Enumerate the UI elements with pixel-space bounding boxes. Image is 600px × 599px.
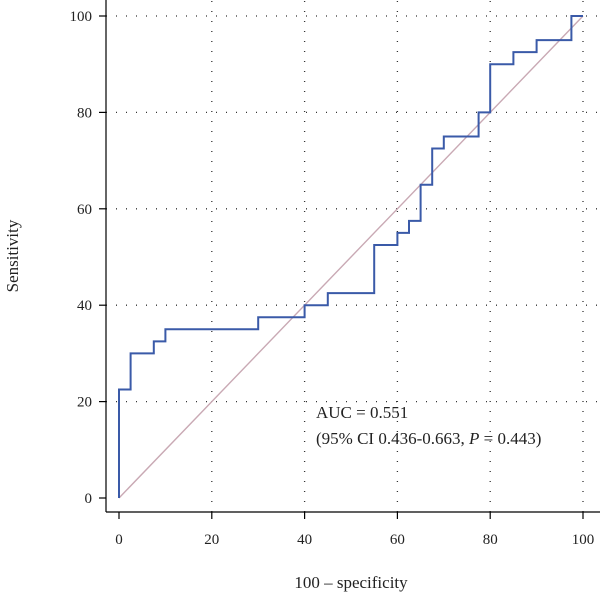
axes	[105, 0, 600, 513]
p-symbol: P	[468, 429, 479, 448]
y-tick-label: 80	[77, 105, 92, 121]
y-tick-label: 0	[85, 491, 93, 507]
x-tick-label: 60	[390, 532, 405, 548]
y-tick-label: 20	[77, 395, 92, 411]
y-tick-label: 60	[77, 202, 92, 218]
roc-curve	[118, 15, 583, 498]
y-tick-label: 40	[77, 298, 92, 314]
auc-annotation: AUC = 0.551	[316, 403, 408, 422]
ticks: 0 20 40 60 80 100 0 20 40 60 80 100	[70, 9, 595, 548]
x-axis-title: 100 – specificity	[294, 573, 408, 592]
plot-area	[118, 15, 584, 499]
x-tick-label: 20	[204, 532, 219, 548]
ci-annotation: (95% CI 0.436-0.663, P = 0.443)	[316, 429, 541, 448]
y-axis-title: Sensitivity	[3, 219, 22, 292]
x-tick-label: 0	[115, 532, 123, 548]
reference-line	[118, 15, 584, 499]
x-tick-label: 40	[297, 532, 312, 548]
x-tick-label: 100	[572, 532, 595, 548]
ci-prefix: (95% CI 0.436-0.663,	[316, 429, 469, 448]
p-suffix: = 0.443)	[479, 429, 541, 448]
y-tick-label: 100	[70, 9, 93, 25]
x-tick-label: 80	[483, 532, 498, 548]
